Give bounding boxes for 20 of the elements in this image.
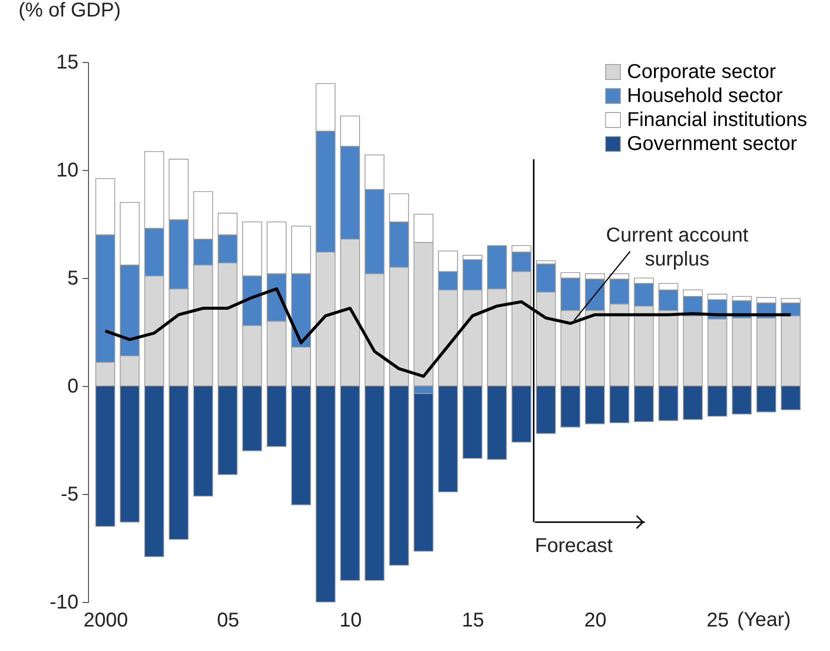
y-tick-label: 0 (67, 376, 78, 398)
legend-label: Household sector (627, 85, 783, 107)
x-tick-label: 05 (217, 610, 240, 632)
y-tick-label: 10 (56, 160, 78, 182)
legend-label: Corporate sector (627, 61, 776, 83)
x-tick-label: 15 (462, 610, 484, 632)
x-tick-label: 2000 (83, 610, 128, 632)
legend-label: Financial institutions (627, 109, 808, 131)
y-axis-title: (% of GDP) (18, 0, 121, 22)
legend-label: Government sector (627, 133, 798, 155)
y-tick-label: -10 (50, 592, 78, 614)
x-tick-label: 10 (339, 610, 362, 632)
x-axis-title: (Year) (737, 609, 791, 631)
x-tick-label: 20 (584, 610, 607, 632)
y-tick-label: -5 (60, 484, 78, 506)
y-tick-label: 15 (56, 52, 78, 74)
y-tick-label: 5 (67, 268, 78, 290)
x-tick-label: 25 (706, 610, 729, 632)
ref-line-label: Forecast (534, 535, 614, 558)
annotation: Current account surplus (606, 224, 749, 270)
